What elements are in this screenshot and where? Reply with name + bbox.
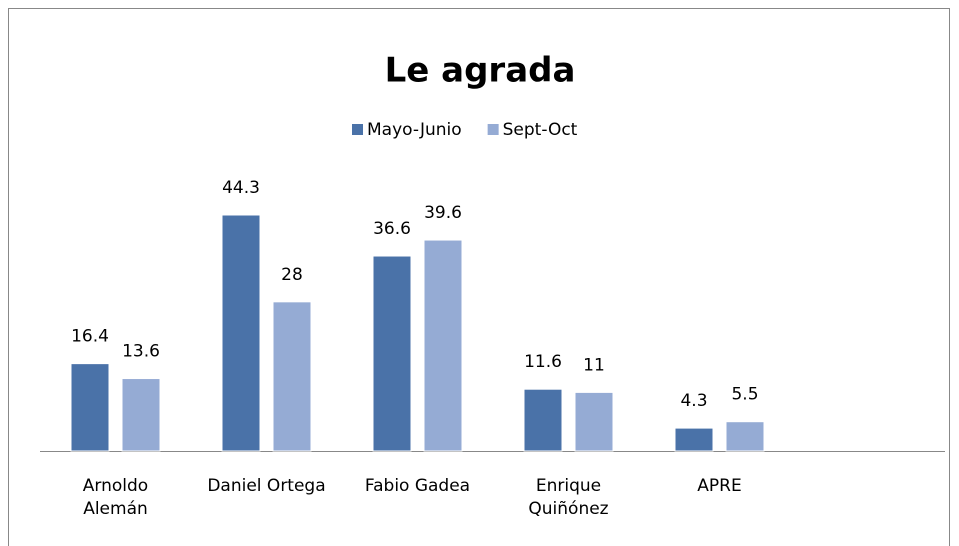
chart-frame	[8, 8, 950, 546]
data-label: 36.6	[373, 219, 411, 239]
bar	[372, 255, 412, 452]
bar	[272, 301, 312, 452]
bar	[523, 388, 563, 452]
legend-swatch	[352, 124, 363, 135]
data-label: 4.3	[680, 391, 707, 411]
data-label: 11	[583, 355, 605, 375]
bar	[121, 378, 161, 452]
bar	[221, 214, 261, 452]
x-tick-label: Arnoldo Alemán	[83, 476, 148, 519]
chart-title: Le agrada	[385, 51, 576, 91]
data-label: 5.5	[731, 385, 758, 405]
bar	[70, 363, 110, 452]
legend-swatch	[487, 124, 499, 135]
bar	[423, 239, 463, 452]
data-label: 13.6	[122, 342, 160, 362]
x-tick-label: APRE	[697, 476, 741, 496]
legend-label: Mayo-Junio	[367, 120, 462, 140]
data-label: 28	[281, 265, 303, 285]
x-tick-label: Daniel Ortega	[207, 476, 325, 496]
bar	[574, 391, 614, 452]
bar	[674, 427, 714, 452]
data-label: 39.6	[424, 203, 462, 223]
data-label: 11.6	[524, 352, 562, 372]
legend-label: Sept-Oct	[503, 120, 578, 140]
data-label: 44.3	[222, 178, 260, 198]
data-label: 16.4	[71, 327, 109, 347]
x-tick-label: Enrique Quiñónez	[528, 476, 608, 519]
bar	[725, 421, 765, 452]
x-tick-label: Fabio Gadea	[365, 476, 470, 496]
